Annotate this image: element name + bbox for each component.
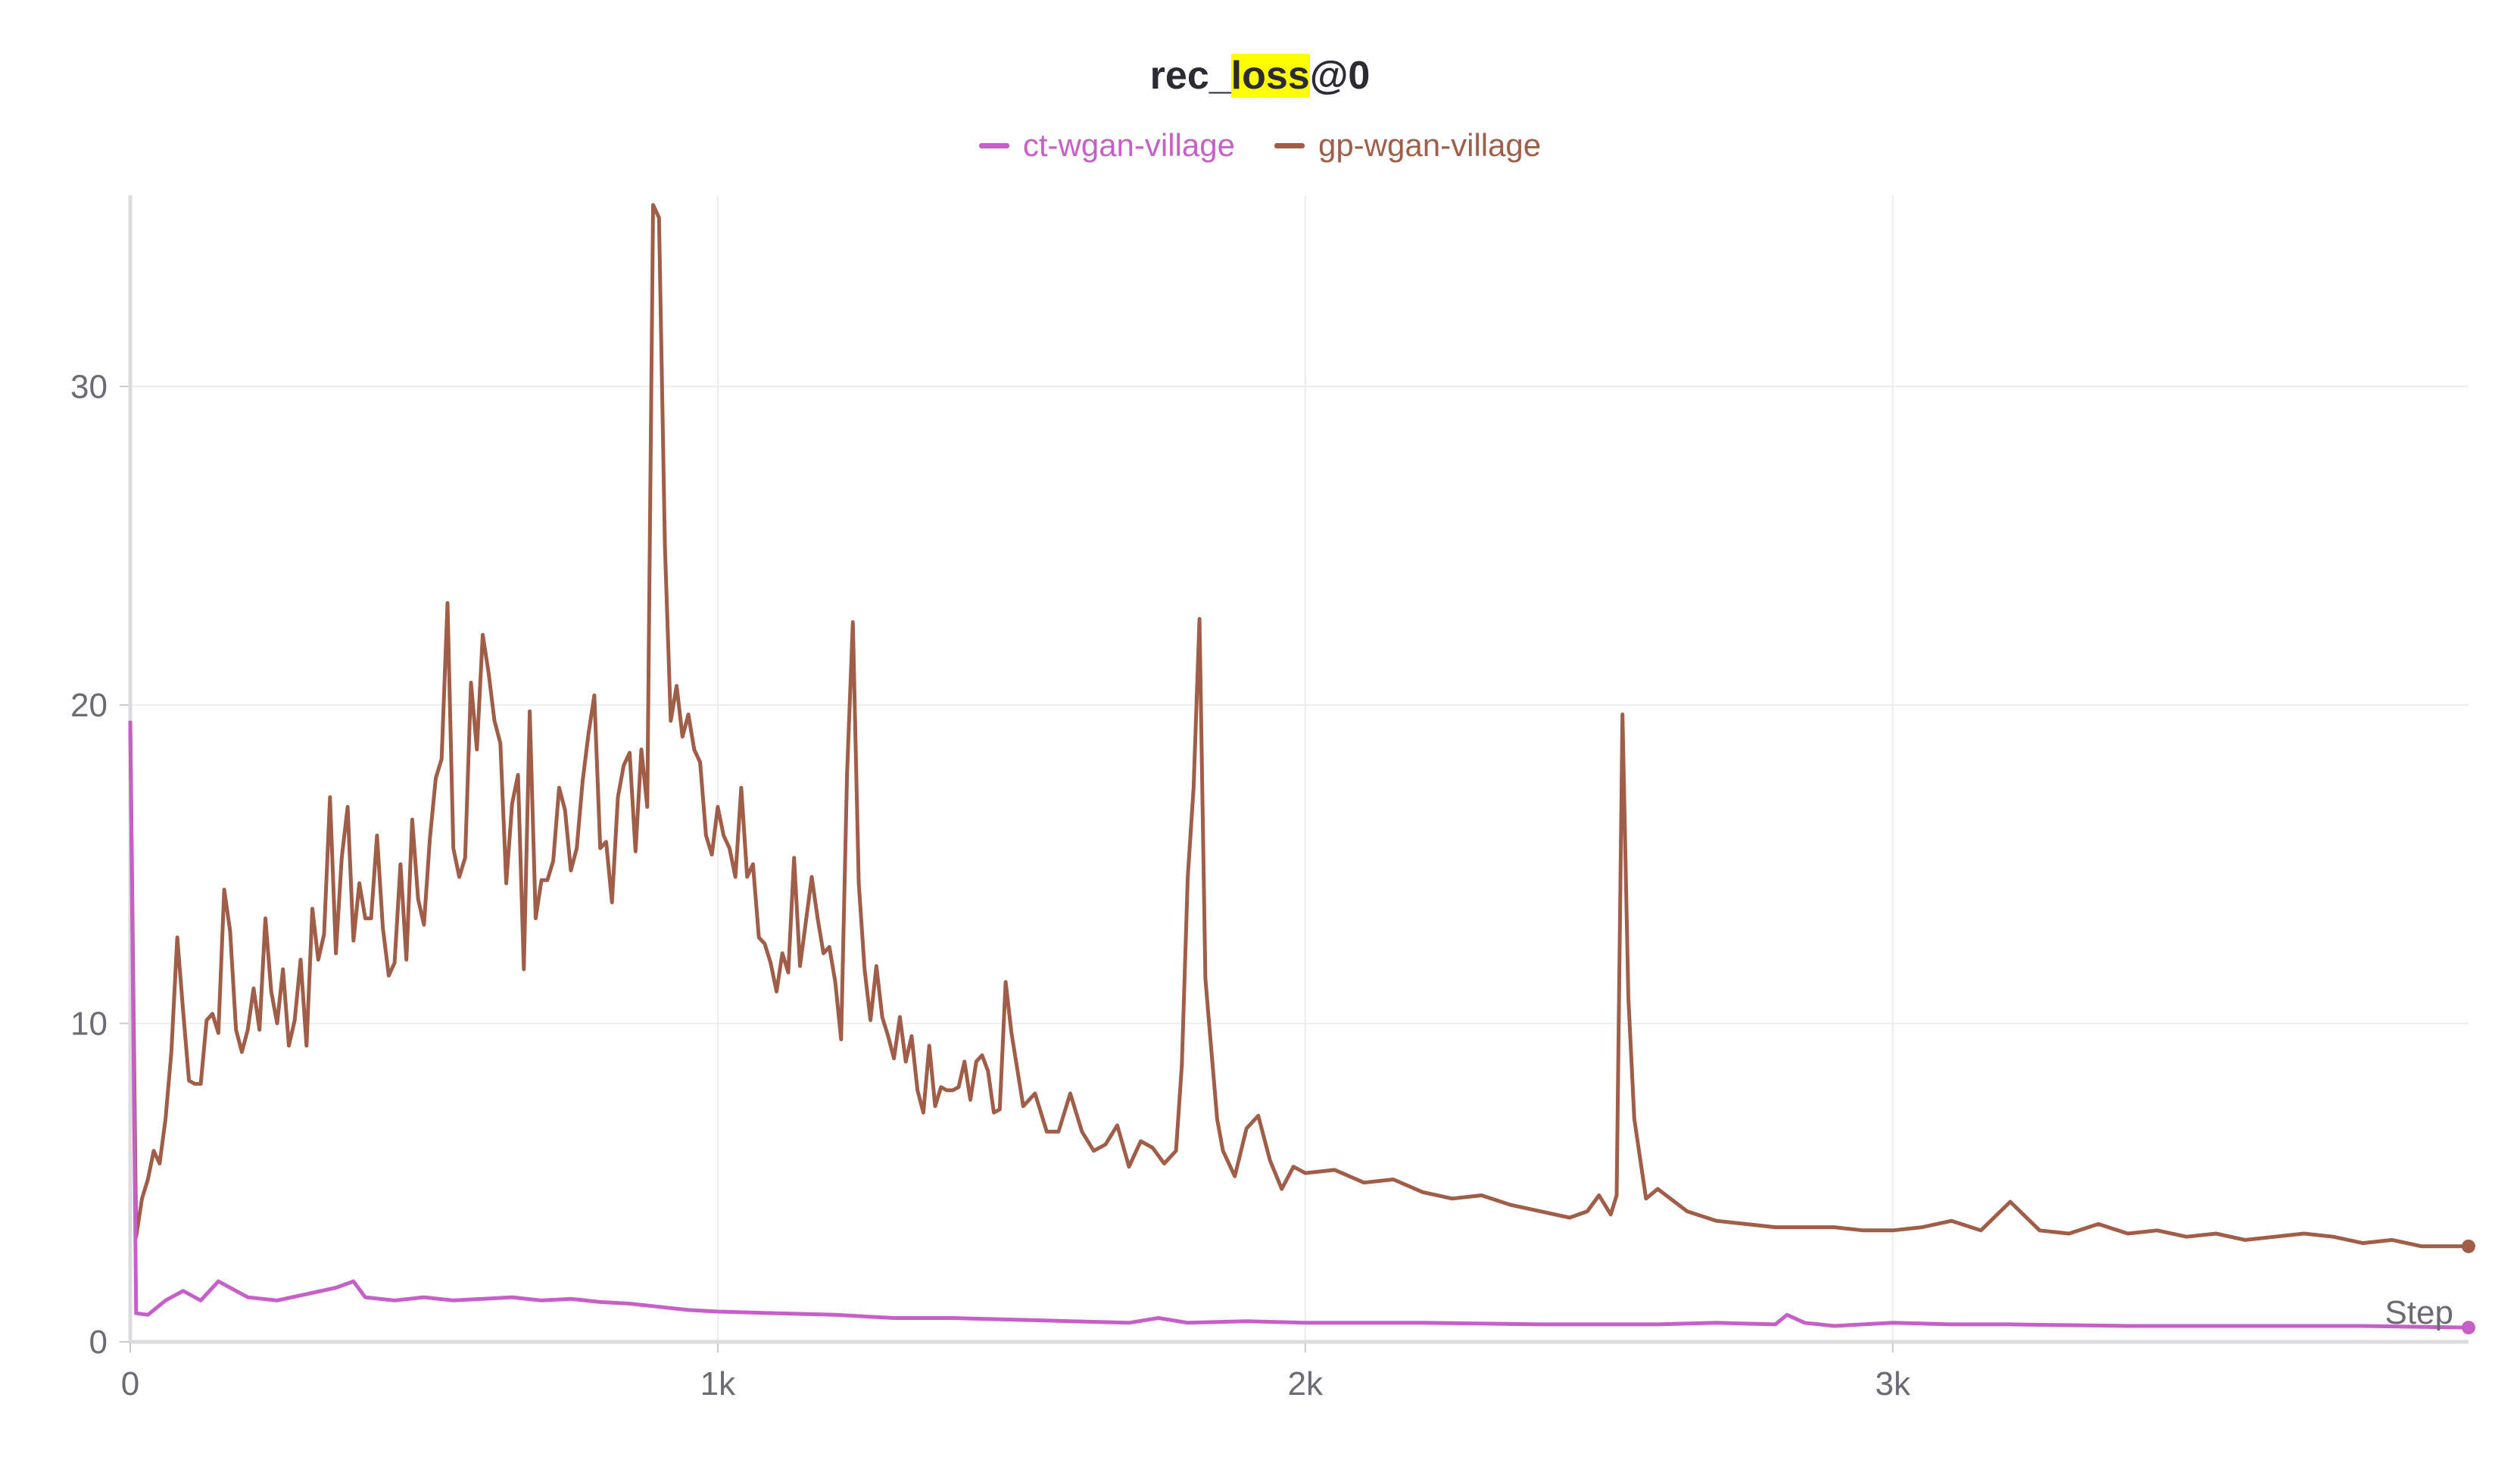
y-tick-label: 0 (89, 1324, 108, 1361)
tick-labels: 0 10 20 30 0 1k 2k 3k (70, 368, 1911, 1402)
end-markers (2462, 1239, 2475, 1335)
legend-label-ct: ct-wgan-village (1022, 127, 1235, 163)
legend-swatch-ct (978, 142, 1009, 148)
title-highlight: loss (1230, 54, 1310, 98)
legend-item-gp[interactable]: gp-wgan-village (1274, 127, 1541, 164)
x-tick-label: 3k (1875, 1365, 1910, 1402)
series-line-ct-wgan-village (128, 720, 2469, 1330)
legend-swatch-gp (1274, 142, 1305, 148)
x-axis-label: Step (2384, 1294, 2453, 1331)
x-tick-label: 0 (121, 1365, 139, 1402)
legend-item-ct[interactable]: ct-wgan-village (978, 127, 1235, 164)
title-suffix: @0 (1309, 54, 1371, 98)
y-tick-label: 10 (70, 1005, 108, 1042)
chart-title: rec_loss@0 (0, 53, 2520, 98)
legend: ct-wgan-village gp-wgan-village (0, 127, 2520, 164)
x-tick-label: 2k (1288, 1365, 1324, 1402)
end-marker-gp-wgan-village (2462, 1239, 2475, 1253)
y-tick-label: 20 (70, 687, 108, 724)
grid-lines (130, 195, 2469, 1342)
axes (120, 195, 2469, 1352)
y-tick-label: 30 (70, 368, 108, 405)
title-prefix: rec_ (1149, 54, 1231, 98)
series-lines (128, 203, 2469, 1330)
x-tick-label: 1k (700, 1365, 736, 1402)
legend-label-gp: gp-wgan-village (1318, 127, 1542, 163)
end-marker-ct-wgan-village (2462, 1321, 2475, 1335)
series-line-gp-wgan-village (128, 203, 2469, 1249)
